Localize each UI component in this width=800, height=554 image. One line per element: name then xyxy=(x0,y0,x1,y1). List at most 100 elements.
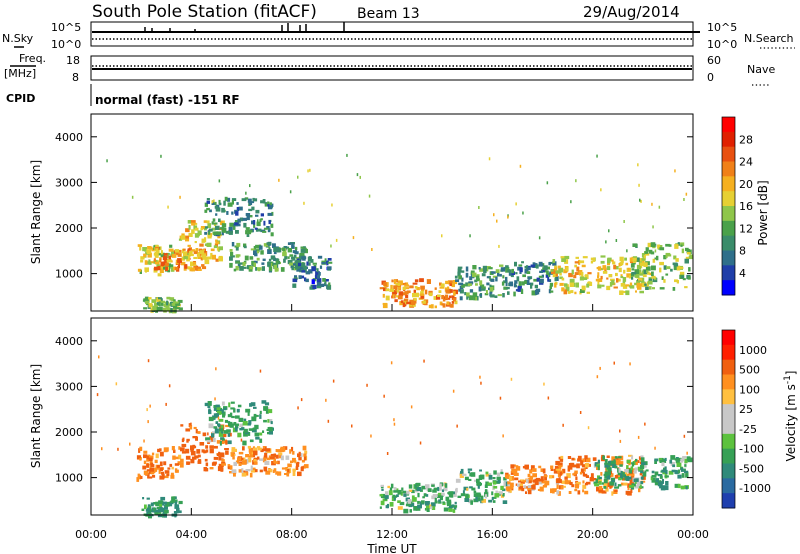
data-cell xyxy=(213,405,216,408)
data-cell xyxy=(663,255,667,260)
data-cell xyxy=(160,302,164,306)
data-cell xyxy=(443,487,448,492)
data-cell xyxy=(207,231,211,235)
data-cell xyxy=(561,287,565,292)
data-cell xyxy=(583,277,588,280)
nsearch-tick-low: 10^0 xyxy=(707,38,737,51)
data-cell xyxy=(634,485,640,489)
data-cell xyxy=(312,284,317,289)
data-cell xyxy=(480,495,484,501)
data-cell xyxy=(179,195,181,199)
data-cell xyxy=(164,509,169,514)
data-cell xyxy=(524,280,527,284)
nave-tick-high: 60 xyxy=(707,54,721,67)
data-cell xyxy=(299,266,305,270)
data-cell xyxy=(545,270,549,273)
data-cell xyxy=(164,505,168,510)
data-cell xyxy=(190,458,195,464)
data-cell xyxy=(147,504,151,508)
data-cell xyxy=(441,234,443,238)
data-cell xyxy=(576,266,580,272)
data-cell xyxy=(469,289,474,293)
data-cell xyxy=(146,497,150,500)
data-cell xyxy=(685,473,689,478)
data-cell xyxy=(597,284,602,289)
data-cell xyxy=(647,271,650,275)
data-cell xyxy=(213,456,219,460)
data-cell xyxy=(537,488,541,491)
data-cell xyxy=(477,485,480,489)
data-cell xyxy=(179,462,184,468)
data-cell xyxy=(400,491,405,496)
data-cell xyxy=(212,438,216,443)
data-cell xyxy=(596,486,599,492)
data-cell xyxy=(438,290,442,293)
data-cell xyxy=(390,284,393,290)
data-cell xyxy=(234,426,238,432)
data-cell xyxy=(417,504,422,509)
data-cell xyxy=(204,202,208,207)
data-cell xyxy=(449,283,452,286)
data-cell xyxy=(620,261,623,266)
data-cell xyxy=(238,417,244,422)
data-cell xyxy=(212,218,216,222)
data-cell xyxy=(567,468,571,472)
data-cell xyxy=(500,267,506,272)
data-cell xyxy=(259,469,263,473)
data-cell xyxy=(175,307,181,310)
data-cell xyxy=(397,280,403,286)
data-cell xyxy=(147,507,150,512)
data-cell xyxy=(214,205,218,209)
data-cell xyxy=(648,286,652,290)
data-cell xyxy=(499,273,502,277)
data-cell xyxy=(208,416,214,422)
data-cell xyxy=(580,468,584,474)
data-cell xyxy=(131,195,134,199)
data-cell xyxy=(211,431,216,434)
data-cell xyxy=(211,433,215,438)
data-cell xyxy=(475,275,480,281)
data-cell xyxy=(588,281,591,284)
data-cell xyxy=(596,154,598,158)
data-cell xyxy=(233,225,236,230)
data-cell xyxy=(532,468,537,472)
data-cell xyxy=(492,496,497,499)
data-cell xyxy=(284,256,288,260)
data-cell xyxy=(446,297,451,300)
data-cell xyxy=(490,278,495,282)
data-cell xyxy=(489,287,494,292)
data-cell xyxy=(580,289,585,293)
data-cell xyxy=(224,448,229,451)
data-cell xyxy=(265,409,269,414)
data-cell xyxy=(301,275,305,279)
data-cell xyxy=(397,489,402,495)
data-cell xyxy=(299,268,304,273)
data-cell xyxy=(527,480,532,484)
data-cell xyxy=(176,507,180,512)
data-cell xyxy=(205,437,211,441)
data-cell xyxy=(674,470,680,474)
data-cell xyxy=(245,469,251,472)
data-cell xyxy=(148,259,151,263)
data-cell xyxy=(391,496,396,502)
data-cell xyxy=(629,257,633,262)
data-cell xyxy=(483,269,487,274)
data-cell xyxy=(231,200,234,205)
data-cell xyxy=(631,462,634,465)
data-cell xyxy=(519,485,524,490)
data-cell xyxy=(661,462,665,467)
data-cell xyxy=(643,262,648,267)
data-cell xyxy=(472,272,477,278)
data-cell xyxy=(249,472,253,478)
data-cell xyxy=(457,268,462,273)
data-cell xyxy=(638,183,640,187)
data-cell xyxy=(287,256,290,259)
data-cell xyxy=(215,207,221,212)
data-cell xyxy=(417,500,420,504)
nsearch-label: N.Search xyxy=(744,32,794,45)
data-cell xyxy=(549,285,552,290)
data-cell xyxy=(159,448,162,452)
data-cell xyxy=(142,497,145,500)
data-cell xyxy=(479,268,484,272)
